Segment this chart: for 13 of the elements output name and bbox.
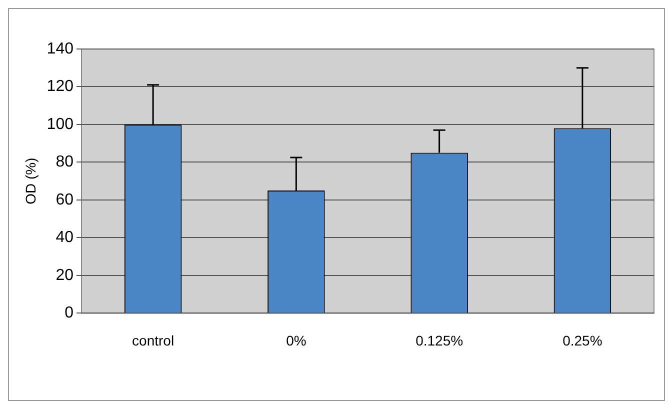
y-tick-label: 80: [56, 154, 74, 171]
x-tick-label: control: [132, 332, 174, 348]
x-tick-label: 0%: [286, 332, 306, 348]
y-tick-label: 40: [56, 229, 74, 246]
y-axis-title: OD (%): [22, 158, 38, 204]
y-tick-label: 0: [64, 304, 74, 322]
y-tick-label: 120: [46, 78, 74, 96]
x-tick-label: 0.125%: [416, 332, 464, 348]
y-tick-label: 60: [56, 191, 74, 208]
y-tick-label: 20: [56, 266, 74, 284]
x-tick-label: 0.25%: [562, 332, 602, 348]
y-tick-label: 140: [46, 40, 74, 58]
y-tick-label: 100: [46, 116, 74, 133]
